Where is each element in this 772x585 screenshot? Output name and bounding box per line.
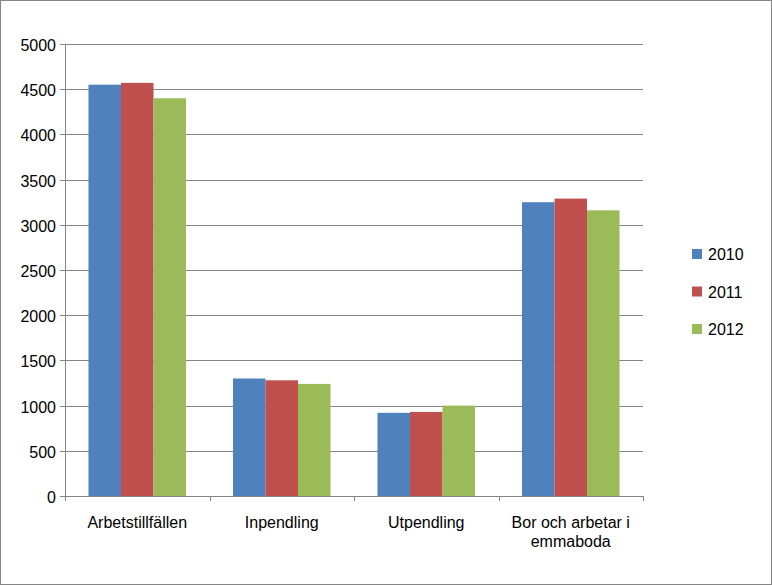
category-label: Bor och arbetar iemmaboda xyxy=(512,514,630,550)
tick-mark xyxy=(60,225,65,226)
tick-label: 4000 xyxy=(20,127,56,144)
bar xyxy=(377,413,410,496)
tick-label: 4500 xyxy=(20,82,56,99)
x-tick-mark xyxy=(354,496,355,501)
tick-mark xyxy=(60,270,65,271)
tick-label: 3500 xyxy=(20,173,56,190)
x-tick-mark xyxy=(210,496,211,501)
tick-label: 3000 xyxy=(20,218,56,235)
tick-mark xyxy=(60,180,65,181)
legend-swatch xyxy=(692,287,702,297)
chart: 0 500 1000 1500 2000 2500 3000 3500 4000 4500 5000… xyxy=(0,0,772,585)
category-label: Inpendling xyxy=(245,514,319,531)
grid-line xyxy=(65,44,643,45)
tick-mark xyxy=(60,451,65,452)
category-label: Utpendling xyxy=(388,514,465,531)
x-tick-mark xyxy=(65,496,66,501)
legend-label: 2011 xyxy=(708,284,743,301)
tick-mark xyxy=(60,134,65,135)
bar xyxy=(233,378,266,496)
grid: 0 500 1000 1500 2000 2500 3000 3500 4000 4500 5000 xyxy=(20,37,643,506)
tick-mark xyxy=(60,89,65,90)
tick-label: 2500 xyxy=(20,263,56,280)
x-tick-mark xyxy=(499,496,500,501)
tick-label: 0 xyxy=(47,489,56,506)
chart-frame xyxy=(1,1,772,585)
bar xyxy=(587,210,620,496)
tick-label: 500 xyxy=(29,444,56,461)
bar xyxy=(298,384,331,496)
tick-mark xyxy=(60,496,65,497)
bar xyxy=(522,202,555,496)
tick-mark xyxy=(60,406,65,407)
x-tick-mark xyxy=(643,496,644,501)
bars xyxy=(88,83,619,496)
bar xyxy=(121,83,154,496)
bar xyxy=(443,406,476,496)
tick-mark xyxy=(60,44,65,45)
bar xyxy=(154,98,187,496)
tick-mark xyxy=(60,360,65,361)
legend: 2010 2011 2012 xyxy=(692,246,744,338)
legend-label: 2010 xyxy=(708,246,744,263)
tick-label: 2000 xyxy=(20,308,56,325)
legend-swatch xyxy=(692,249,702,259)
tick-mark xyxy=(60,315,65,316)
legend-label: 2012 xyxy=(708,321,744,338)
bar xyxy=(410,412,443,496)
tick-label: 1500 xyxy=(20,353,56,370)
bar xyxy=(554,199,587,496)
category-label: Arbetstillfällen xyxy=(87,514,187,531)
bar xyxy=(88,85,121,496)
bar xyxy=(265,380,298,496)
tick-label: 1000 xyxy=(20,399,56,416)
y-axis-line xyxy=(65,44,66,496)
tick-label: 5000 xyxy=(20,37,56,54)
legend-swatch xyxy=(692,324,702,334)
